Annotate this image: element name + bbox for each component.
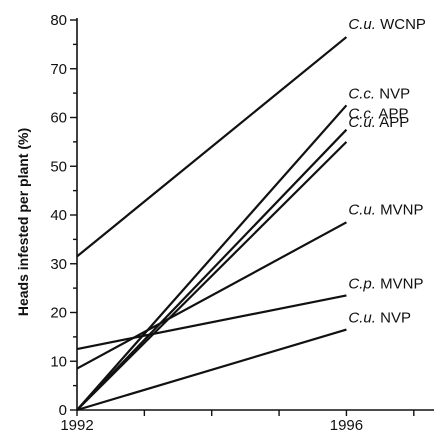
series-label-species: C.u. bbox=[348, 201, 376, 218]
y-tick-label: 70 bbox=[50, 61, 67, 78]
series-label-site: NVP bbox=[376, 310, 411, 327]
series-label-species: C.u. bbox=[348, 310, 376, 327]
series-label-species: C.c. bbox=[348, 106, 375, 123]
y-tick-label: 0 bbox=[59, 402, 67, 419]
series-label-species: C.c. bbox=[348, 85, 375, 102]
series-label-5: C.p. MVNP bbox=[348, 275, 423, 292]
series-line-5 bbox=[76, 294, 347, 351]
series-label-site: WCNP bbox=[376, 16, 426, 33]
y-tick-label: 30 bbox=[50, 256, 67, 273]
series-label-6: C.u. NVP bbox=[348, 310, 411, 327]
series-line-3 bbox=[76, 141, 348, 411]
series-label-site: APP bbox=[376, 114, 409, 131]
series-label-3: C.u. APP bbox=[348, 114, 409, 131]
y-tick-label: 60 bbox=[50, 110, 67, 127]
series-label-species: C.u. bbox=[348, 114, 376, 131]
series-line-2 bbox=[76, 128, 348, 411]
series-line-4 bbox=[76, 221, 347, 370]
series-line-1 bbox=[76, 104, 348, 411]
y-tick-label: 40 bbox=[50, 207, 67, 224]
series-label-1: C.c. NVP bbox=[348, 85, 410, 102]
y-tick-label: 80 bbox=[50, 12, 67, 29]
y-tick-label: 50 bbox=[50, 158, 67, 175]
y-tick-label: 10 bbox=[50, 353, 67, 370]
axes bbox=[76, 18, 434, 411]
series-label-site: MVNP bbox=[376, 275, 424, 292]
series-lines bbox=[76, 36, 348, 412]
y-axis-title: Heads infested per plant (%) bbox=[15, 128, 31, 316]
series-label-site: NVP bbox=[375, 85, 410, 102]
series-line-6 bbox=[76, 328, 347, 412]
y-tick-label: 20 bbox=[50, 305, 67, 322]
series-label-species: C.p. bbox=[348, 275, 376, 292]
x-tick-label: 1992 bbox=[60, 417, 93, 434]
series-label-species: C.u. bbox=[348, 16, 376, 33]
series-line-0 bbox=[76, 36, 348, 258]
series-label-4: C.u. MVNP bbox=[348, 201, 423, 218]
ticks: 0 10 20 30 40 50 60 70 80 1992 1996 bbox=[50, 12, 415, 434]
series-label-site: MVNP bbox=[376, 201, 424, 218]
x-tick-label: 1996 bbox=[330, 417, 363, 434]
series-label-site: APP bbox=[375, 106, 408, 123]
series-label-0: C.u. WCNP bbox=[348, 16, 426, 33]
series-label-2: C.c. APP bbox=[348, 106, 408, 123]
